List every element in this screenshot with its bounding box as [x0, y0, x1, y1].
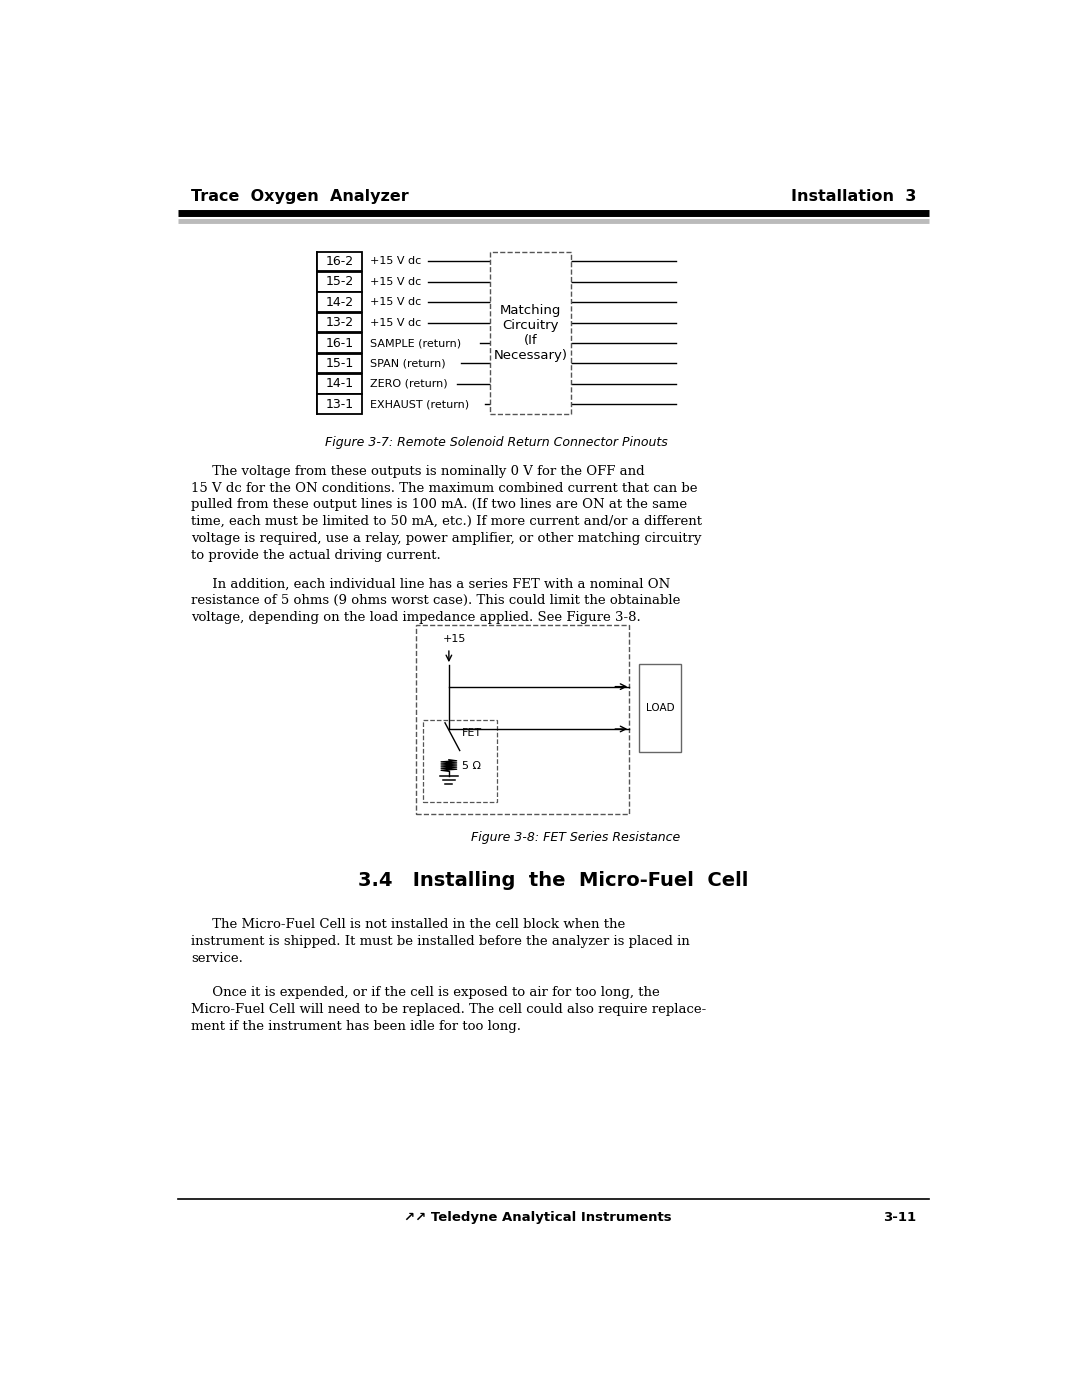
Bar	[638, 664, 681, 752]
Text: 15-1: 15-1	[325, 356, 354, 370]
Bar	[318, 353, 362, 373]
Text: Trace  Oxygen  Analyzer: Trace Oxygen Analyzer	[191, 189, 408, 204]
Bar	[318, 292, 362, 312]
Text: Matching
Circuitry
(If
Necessary): Matching Circuitry (If Necessary)	[494, 303, 568, 362]
Bar	[490, 251, 571, 414]
Text: SAMPLE (return): SAMPLE (return)	[369, 338, 461, 348]
Text: +15 V dc: +15 V dc	[369, 298, 421, 307]
Bar	[318, 374, 362, 394]
Text: ↗↗ Teledyne Analytical Instruments: ↗↗ Teledyne Analytical Instruments	[404, 1211, 672, 1224]
Text: Figure 3-7: Remote Solenoid Return Connector Pinouts: Figure 3-7: Remote Solenoid Return Conne…	[325, 436, 667, 448]
Text: 3-11: 3-11	[883, 1211, 916, 1224]
Bar	[318, 394, 362, 414]
Text: +15: +15	[443, 634, 467, 644]
Text: 16-1: 16-1	[325, 337, 353, 349]
Bar	[318, 334, 362, 353]
Text: SPAN (return): SPAN (return)	[369, 359, 445, 369]
Text: 14-2: 14-2	[325, 296, 353, 309]
Text: The voltage from these outputs is nominally 0 V for the OFF and
15 V dc for the : The voltage from these outputs is nomina…	[191, 465, 702, 562]
Text: LOAD: LOAD	[646, 703, 674, 712]
Text: ZERO (return): ZERO (return)	[369, 379, 447, 388]
Text: +15 V dc: +15 V dc	[369, 317, 421, 328]
Text: Installation  3: Installation 3	[791, 189, 916, 204]
Text: +15 V dc: +15 V dc	[369, 277, 421, 286]
Text: +15 V dc: +15 V dc	[369, 257, 421, 267]
Bar	[416, 624, 630, 813]
Text: 13-2: 13-2	[325, 316, 353, 330]
Text: FET: FET	[462, 728, 482, 738]
Text: 16-2: 16-2	[325, 254, 353, 268]
Bar	[318, 313, 362, 332]
Text: EXHAUST (return): EXHAUST (return)	[369, 400, 469, 409]
Text: Once it is expended, or if the cell is exposed to air for too long, the
Micro-Fu: Once it is expended, or if the cell is e…	[191, 986, 706, 1032]
Text: Figure 3-8: FET Series Resistance: Figure 3-8: FET Series Resistance	[471, 831, 680, 844]
Text: 14-1: 14-1	[325, 377, 353, 390]
Bar	[318, 251, 362, 271]
Text: The Micro-Fuel Cell is not installed in the cell block when the
instrument is sh: The Micro-Fuel Cell is not installed in …	[191, 918, 689, 965]
Text: 3.4   Installing  the  Micro-Fuel  Cell: 3.4 Installing the Micro-Fuel Cell	[359, 870, 748, 890]
Text: 15-2: 15-2	[325, 275, 354, 288]
Text: 5 Ω: 5 Ω	[462, 760, 481, 771]
Bar	[318, 272, 362, 292]
Bar	[423, 719, 497, 802]
Text: In addition, each individual line has a series FET with a nominal ON
resistance : In addition, each individual line has a …	[191, 577, 680, 624]
Text: 13-1: 13-1	[325, 398, 353, 411]
